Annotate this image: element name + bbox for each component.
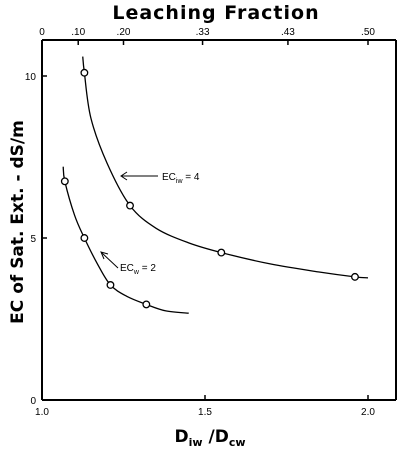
series-0-point-0	[80, 68, 89, 77]
chart-title: Leaching Fraction	[112, 2, 319, 24]
points-layer	[60, 68, 359, 309]
series-1-point-0	[60, 177, 69, 186]
series-1-point-1	[80, 234, 89, 242]
series-0-point-1	[126, 201, 134, 210]
top-tick-label-1: .10	[71, 27, 85, 38]
top-tick-label-2: .20	[117, 27, 131, 38]
annotation-eciw-4: ECiw = 4	[120, 171, 200, 185]
annotation-ecw-2: ECw = 2	[100, 251, 156, 276]
ann1-rest: = 4	[183, 172, 200, 183]
top-tick-label-0: 0	[39, 27, 45, 38]
ticks-layer: 1.0 1.5 2.0 0 5 10 0 .10 .20 .33 .43 .50	[25, 27, 376, 418]
ann1-main: EC	[162, 172, 176, 183]
x-tick-label-0: 1.0	[35, 407, 49, 418]
x-tick-label-2: 2.0	[361, 407, 375, 418]
top-tick-label-3: .33	[196, 27, 210, 38]
curves-layer	[62, 56, 369, 314]
top-tick-label-4: .43	[281, 27, 295, 38]
series-0-curve	[82, 56, 369, 279]
series-1-curve	[62, 166, 189, 314]
y-tick-label-1: 5	[30, 234, 36, 245]
svg-text:ECiw = 4: ECiw = 4	[162, 172, 200, 185]
y-tick-label-2: 10	[25, 72, 37, 83]
x-label-sub2: cw	[229, 436, 246, 449]
ann1-sub: iw	[176, 178, 184, 185]
x-label-mid: /D	[203, 427, 229, 447]
series-0-point-2	[217, 248, 226, 257]
ann2-rest: = 2	[139, 263, 156, 274]
ann2-sub: w	[133, 269, 140, 276]
x-axis-label: Diw /Dcw	[175, 427, 246, 449]
top-tick-label-5: .50	[361, 27, 375, 38]
series-1-point-2	[106, 281, 115, 289]
ann2-main: EC	[120, 263, 134, 274]
y-tick-label-0: 0	[30, 396, 36, 407]
x-label-main: D	[175, 427, 189, 447]
x-tick-label-1: 1.5	[198, 407, 212, 418]
series-1-point-3	[142, 300, 151, 309]
svg-text:ECw = 2: ECw = 2	[120, 263, 156, 276]
series-0-point-3	[351, 272, 359, 281]
y-axis-label: EC of Sat. Ext. - dS/m	[8, 120, 28, 324]
x-label-sub1: iw	[189, 436, 203, 449]
